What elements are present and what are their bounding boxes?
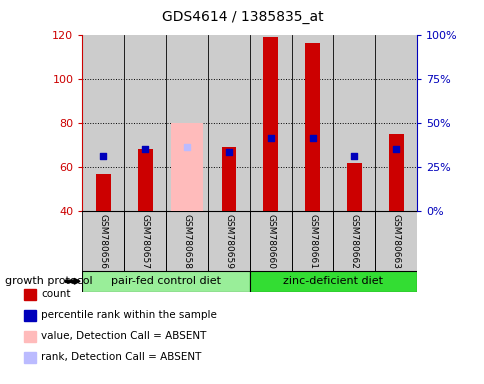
Bar [82,211,124,271]
Bar [263,37,277,211]
Point [183,144,191,150]
Point [392,146,399,152]
Bar [249,35,291,211]
Text: GSM780660: GSM780660 [266,214,274,269]
Text: GSM780662: GSM780662 [349,214,358,269]
Text: rank, Detection Call = ABSENT: rank, Detection Call = ABSENT [41,352,201,362]
Text: zinc-deficient diet: zinc-deficient diet [283,276,383,286]
Point [141,146,149,152]
Bar [221,147,236,211]
Bar [166,35,208,211]
Bar [333,35,375,211]
Bar [170,123,203,211]
Bar [124,35,166,211]
Bar [347,163,361,211]
Text: GSM780661: GSM780661 [307,214,317,269]
Text: GSM780656: GSM780656 [99,214,107,269]
Text: GSM780657: GSM780657 [140,214,150,269]
Bar [291,211,333,271]
Text: count: count [41,289,71,299]
Point [266,135,274,141]
Text: GSM780663: GSM780663 [391,214,400,269]
Bar [82,271,249,292]
Bar [291,35,333,211]
Point [225,149,232,155]
Bar [249,271,416,292]
Bar [249,211,291,271]
Bar [208,35,249,211]
Text: value, Detection Call = ABSENT: value, Detection Call = ABSENT [41,331,206,341]
Point [99,153,107,159]
Bar [388,134,403,211]
Point [350,153,358,159]
Text: pair-fed control diet: pair-fed control diet [111,276,221,286]
Bar [166,211,208,271]
Text: percentile rank within the sample: percentile rank within the sample [41,310,217,320]
Bar [82,35,124,211]
Bar [304,43,319,211]
Point [308,135,316,141]
Bar [375,211,416,271]
Text: GSM780659: GSM780659 [224,214,233,269]
Bar [375,35,416,211]
Bar [333,211,375,271]
Bar [137,149,152,211]
Text: growth protocol: growth protocol [5,276,92,286]
Bar [96,174,110,211]
Bar [124,211,166,271]
Bar [208,211,249,271]
Text: GDS4614 / 1385835_at: GDS4614 / 1385835_at [161,10,323,23]
Text: GSM780658: GSM780658 [182,214,191,269]
